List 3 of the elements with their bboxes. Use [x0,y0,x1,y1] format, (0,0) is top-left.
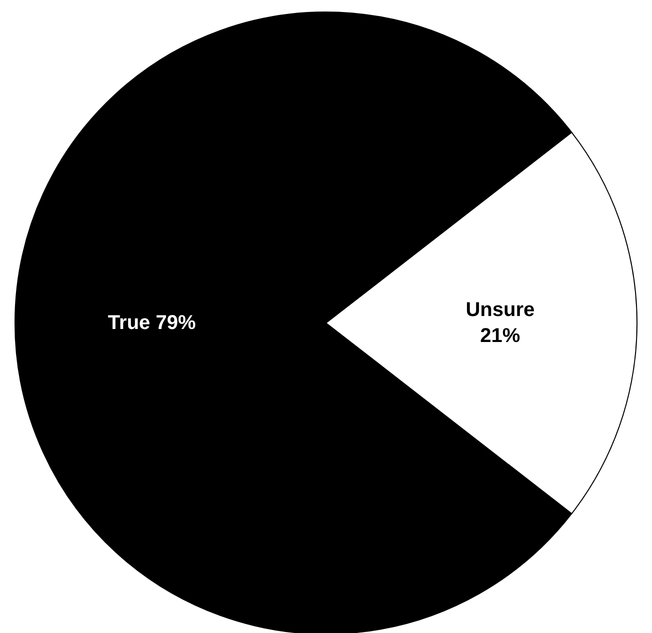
slice-label: Unsure [466,299,535,321]
slice-label: True 79% [108,312,196,334]
data-label: 21% [480,325,520,347]
